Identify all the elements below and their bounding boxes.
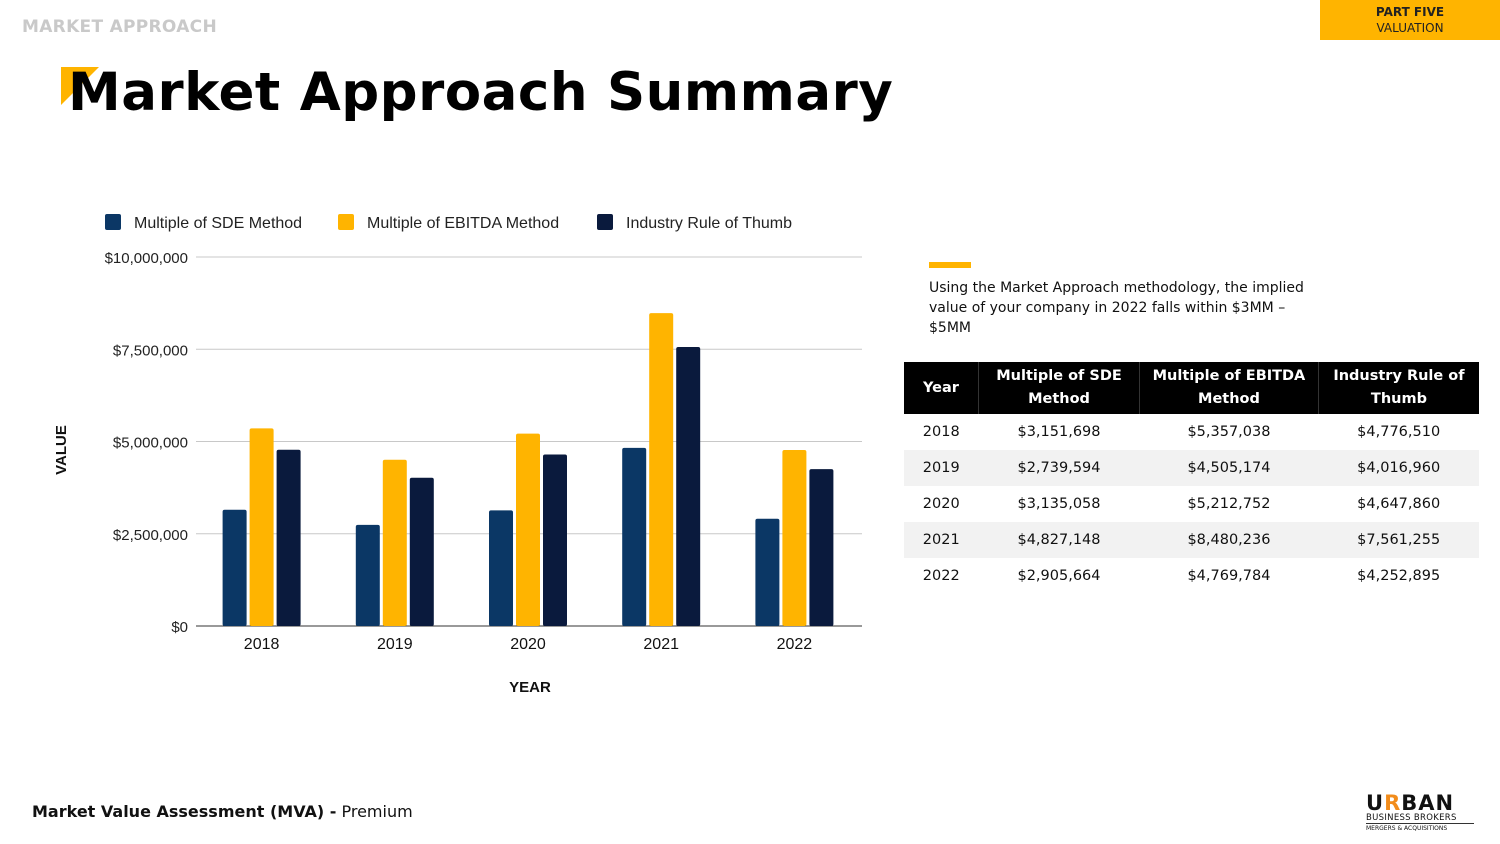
bar xyxy=(809,469,834,626)
footer-tier: Premium xyxy=(336,802,413,821)
value-cell: $4,016,960 xyxy=(1318,450,1479,486)
column-header: Year xyxy=(904,362,979,414)
table-row: 2022 $2,905,664 $4,769,784 $4,252,895 xyxy=(904,558,1479,594)
x-tick-label: 2019 xyxy=(377,636,413,653)
value-cell: $5,212,752 xyxy=(1187,496,1271,512)
footer-title: Market Value Assessment (MVA) - xyxy=(32,802,337,821)
y-tick-label: $5,000,000 xyxy=(113,435,188,452)
legend-label: Multiple of EBITDA Method xyxy=(367,215,559,232)
accent-bar xyxy=(929,262,971,268)
year-cell: 2018 xyxy=(922,424,960,440)
legend-label: Industry Rule of Thumb xyxy=(626,215,792,232)
part-sub: VALUATION xyxy=(1376,21,1444,35)
column-header: Multiple of SDE Method xyxy=(977,362,1140,414)
bar xyxy=(543,454,567,626)
footer: Market Value Assessment (MVA) - Premium xyxy=(32,802,413,821)
x-axis-label: YEAR xyxy=(509,679,551,696)
bar xyxy=(409,477,434,626)
column-header: Industry Rule of Thumb xyxy=(1317,362,1479,414)
logo-word: URBAN xyxy=(1366,791,1455,815)
value-cell: $2,739,594 xyxy=(978,450,1140,486)
bar xyxy=(676,346,701,626)
bar xyxy=(782,449,807,626)
bar xyxy=(249,428,274,626)
year-cell: 2019 xyxy=(904,450,979,486)
part-badge: PART FIVE VALUATION xyxy=(1320,0,1500,40)
y-tick-label: $0 xyxy=(171,619,188,636)
value-cell: $8,480,236 xyxy=(1139,522,1319,558)
table-row: 2020 $3,135,058 $5,212,752 $4,647,860 xyxy=(904,486,1479,522)
year-cell: 2021 xyxy=(904,522,979,558)
logo-line1: BUSINESS BROKERS xyxy=(1366,813,1474,824)
x-tick-label: 2022 xyxy=(777,636,813,653)
urban-logo: URBAN BUSINESS BROKERS MERGERS & ACQUISI… xyxy=(1366,793,1474,833)
page-title: Market Approach Summary xyxy=(68,62,894,123)
value-cell: $4,505,174 xyxy=(1139,450,1319,486)
value-cell: $5,357,038 xyxy=(1187,424,1271,440)
y-tick-label: $10,000,000 xyxy=(105,250,188,267)
value-cell: $7,561,255 xyxy=(1318,522,1479,558)
value-cell: $4,776,510 xyxy=(1357,424,1441,440)
value-cell: $4,647,860 xyxy=(1357,496,1441,512)
year-cell: 2022 xyxy=(922,568,960,584)
value-cell: $2,905,664 xyxy=(1017,568,1101,584)
bar xyxy=(355,524,380,626)
value-cell: $3,151,698 xyxy=(1017,424,1101,440)
bar xyxy=(516,433,540,626)
value-cell: $3,135,058 xyxy=(1017,496,1101,512)
legend-swatch xyxy=(105,214,121,230)
table-row: 2021 $4,827,148 $8,480,236 $7,561,255 xyxy=(904,522,1479,558)
legend-label: Multiple of SDE Method xyxy=(134,215,302,232)
section-label: MARKET APPROACH xyxy=(22,17,217,37)
legend-swatch xyxy=(597,214,613,230)
bar xyxy=(622,447,647,626)
year-cell: 2020 xyxy=(922,496,960,512)
x-tick-label: 2020 xyxy=(510,636,546,653)
bar xyxy=(755,518,780,626)
column-header: Multiple of EBITDA Method xyxy=(1139,362,1319,414)
table-row: 2018 $3,151,698 $5,357,038 $4,776,510 xyxy=(904,414,1479,450)
legend-swatch xyxy=(338,214,354,230)
bar xyxy=(276,449,301,626)
corner-accent-icon xyxy=(61,67,99,105)
x-tick-label: 2018 xyxy=(244,636,280,653)
bar xyxy=(649,313,674,626)
x-tick-label: 2021 xyxy=(643,636,679,653)
bar xyxy=(489,510,513,626)
summary-note: Using the Market Approach methodology, t… xyxy=(929,280,1304,336)
bar xyxy=(222,509,247,626)
value-cell: $4,827,148 xyxy=(978,522,1140,558)
bar xyxy=(382,459,407,626)
bar-chart: $0 $2,500,000 $5,000,000 $7,500,000 $10,000,… xyxy=(53,214,862,696)
logo-line2: MERGERS & ACQUISITIONS xyxy=(1366,825,1448,832)
table-row: 2019 $2,739,594 $4,505,174 $4,016,960 xyxy=(904,450,1479,486)
y-tick-label: $7,500,000 xyxy=(113,342,188,359)
y-axis-label: VALUE xyxy=(53,425,70,475)
value-cell: $4,252,895 xyxy=(1357,568,1441,584)
value-cell: $4,769,784 xyxy=(1187,568,1271,584)
values-table: Year Multiple of SDE Method Multiple of EB… xyxy=(904,362,1479,594)
part-label: PART FIVE xyxy=(1375,5,1445,19)
y-tick-label: $2,500,000 xyxy=(113,527,188,544)
table-header-row: Year Multiple of SDE Method Multiple of EB… xyxy=(904,362,1479,414)
